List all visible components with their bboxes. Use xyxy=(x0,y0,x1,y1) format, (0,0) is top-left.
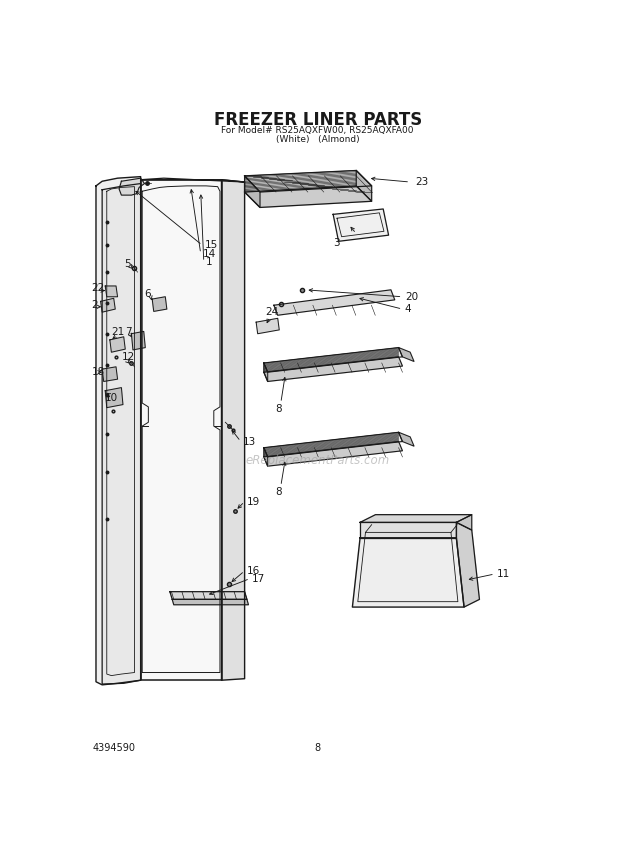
Polygon shape xyxy=(399,432,414,446)
Text: 8: 8 xyxy=(275,404,282,414)
Text: 22: 22 xyxy=(91,282,105,293)
Text: 11: 11 xyxy=(497,569,510,579)
Polygon shape xyxy=(456,522,479,607)
Polygon shape xyxy=(100,298,115,312)
Polygon shape xyxy=(96,176,141,685)
Text: 13: 13 xyxy=(243,437,256,447)
Text: 7: 7 xyxy=(125,327,132,337)
Polygon shape xyxy=(399,348,414,361)
Text: FREEZER LINER PARTS: FREEZER LINER PARTS xyxy=(214,110,422,128)
Polygon shape xyxy=(141,178,245,182)
Polygon shape xyxy=(221,180,245,681)
Text: 8: 8 xyxy=(275,487,282,497)
Polygon shape xyxy=(170,591,247,599)
Polygon shape xyxy=(360,514,472,522)
Polygon shape xyxy=(256,318,279,334)
Text: 24: 24 xyxy=(265,307,278,318)
Text: 19: 19 xyxy=(247,496,260,507)
Polygon shape xyxy=(245,186,371,207)
Polygon shape xyxy=(264,448,268,467)
Polygon shape xyxy=(264,363,268,382)
Polygon shape xyxy=(245,170,371,192)
Polygon shape xyxy=(245,175,260,207)
Text: 10: 10 xyxy=(105,393,118,402)
Text: 14: 14 xyxy=(203,248,216,259)
Polygon shape xyxy=(264,442,402,467)
Text: For Model# RS25AQXFW00, RS25AQXFA00: For Model# RS25AQXFW00, RS25AQXFA00 xyxy=(221,126,414,135)
Text: 15: 15 xyxy=(205,241,218,250)
Text: 23: 23 xyxy=(415,177,428,187)
Text: 4: 4 xyxy=(405,304,412,314)
Polygon shape xyxy=(102,183,141,684)
Polygon shape xyxy=(119,178,144,195)
Polygon shape xyxy=(356,170,371,201)
Polygon shape xyxy=(152,297,167,312)
Polygon shape xyxy=(264,432,402,457)
Polygon shape xyxy=(110,336,125,352)
Polygon shape xyxy=(360,522,456,538)
Text: 4394590: 4394590 xyxy=(93,743,136,753)
Text: 17: 17 xyxy=(252,574,265,584)
Polygon shape xyxy=(264,357,402,382)
Polygon shape xyxy=(105,388,123,407)
Text: 21: 21 xyxy=(112,327,125,337)
Polygon shape xyxy=(172,599,249,604)
Text: 12: 12 xyxy=(122,352,135,362)
Polygon shape xyxy=(274,290,395,315)
Text: 20: 20 xyxy=(405,292,418,302)
Polygon shape xyxy=(105,286,118,297)
Polygon shape xyxy=(352,538,464,607)
Polygon shape xyxy=(102,367,118,382)
Text: 6: 6 xyxy=(144,288,151,299)
Text: 1: 1 xyxy=(206,257,213,267)
Text: 18: 18 xyxy=(91,367,105,377)
Text: 5: 5 xyxy=(124,259,130,270)
Polygon shape xyxy=(456,514,472,530)
Text: 8: 8 xyxy=(315,743,321,753)
Text: (White)   (Almond): (White) (Almond) xyxy=(276,135,360,144)
Polygon shape xyxy=(333,209,389,241)
Text: 3: 3 xyxy=(333,238,340,248)
Polygon shape xyxy=(141,180,221,681)
Text: eReplacementParts.com: eReplacementParts.com xyxy=(246,455,390,467)
Polygon shape xyxy=(264,348,402,372)
Text: 2: 2 xyxy=(91,300,98,310)
Polygon shape xyxy=(131,331,145,350)
Text: 16: 16 xyxy=(247,566,260,576)
